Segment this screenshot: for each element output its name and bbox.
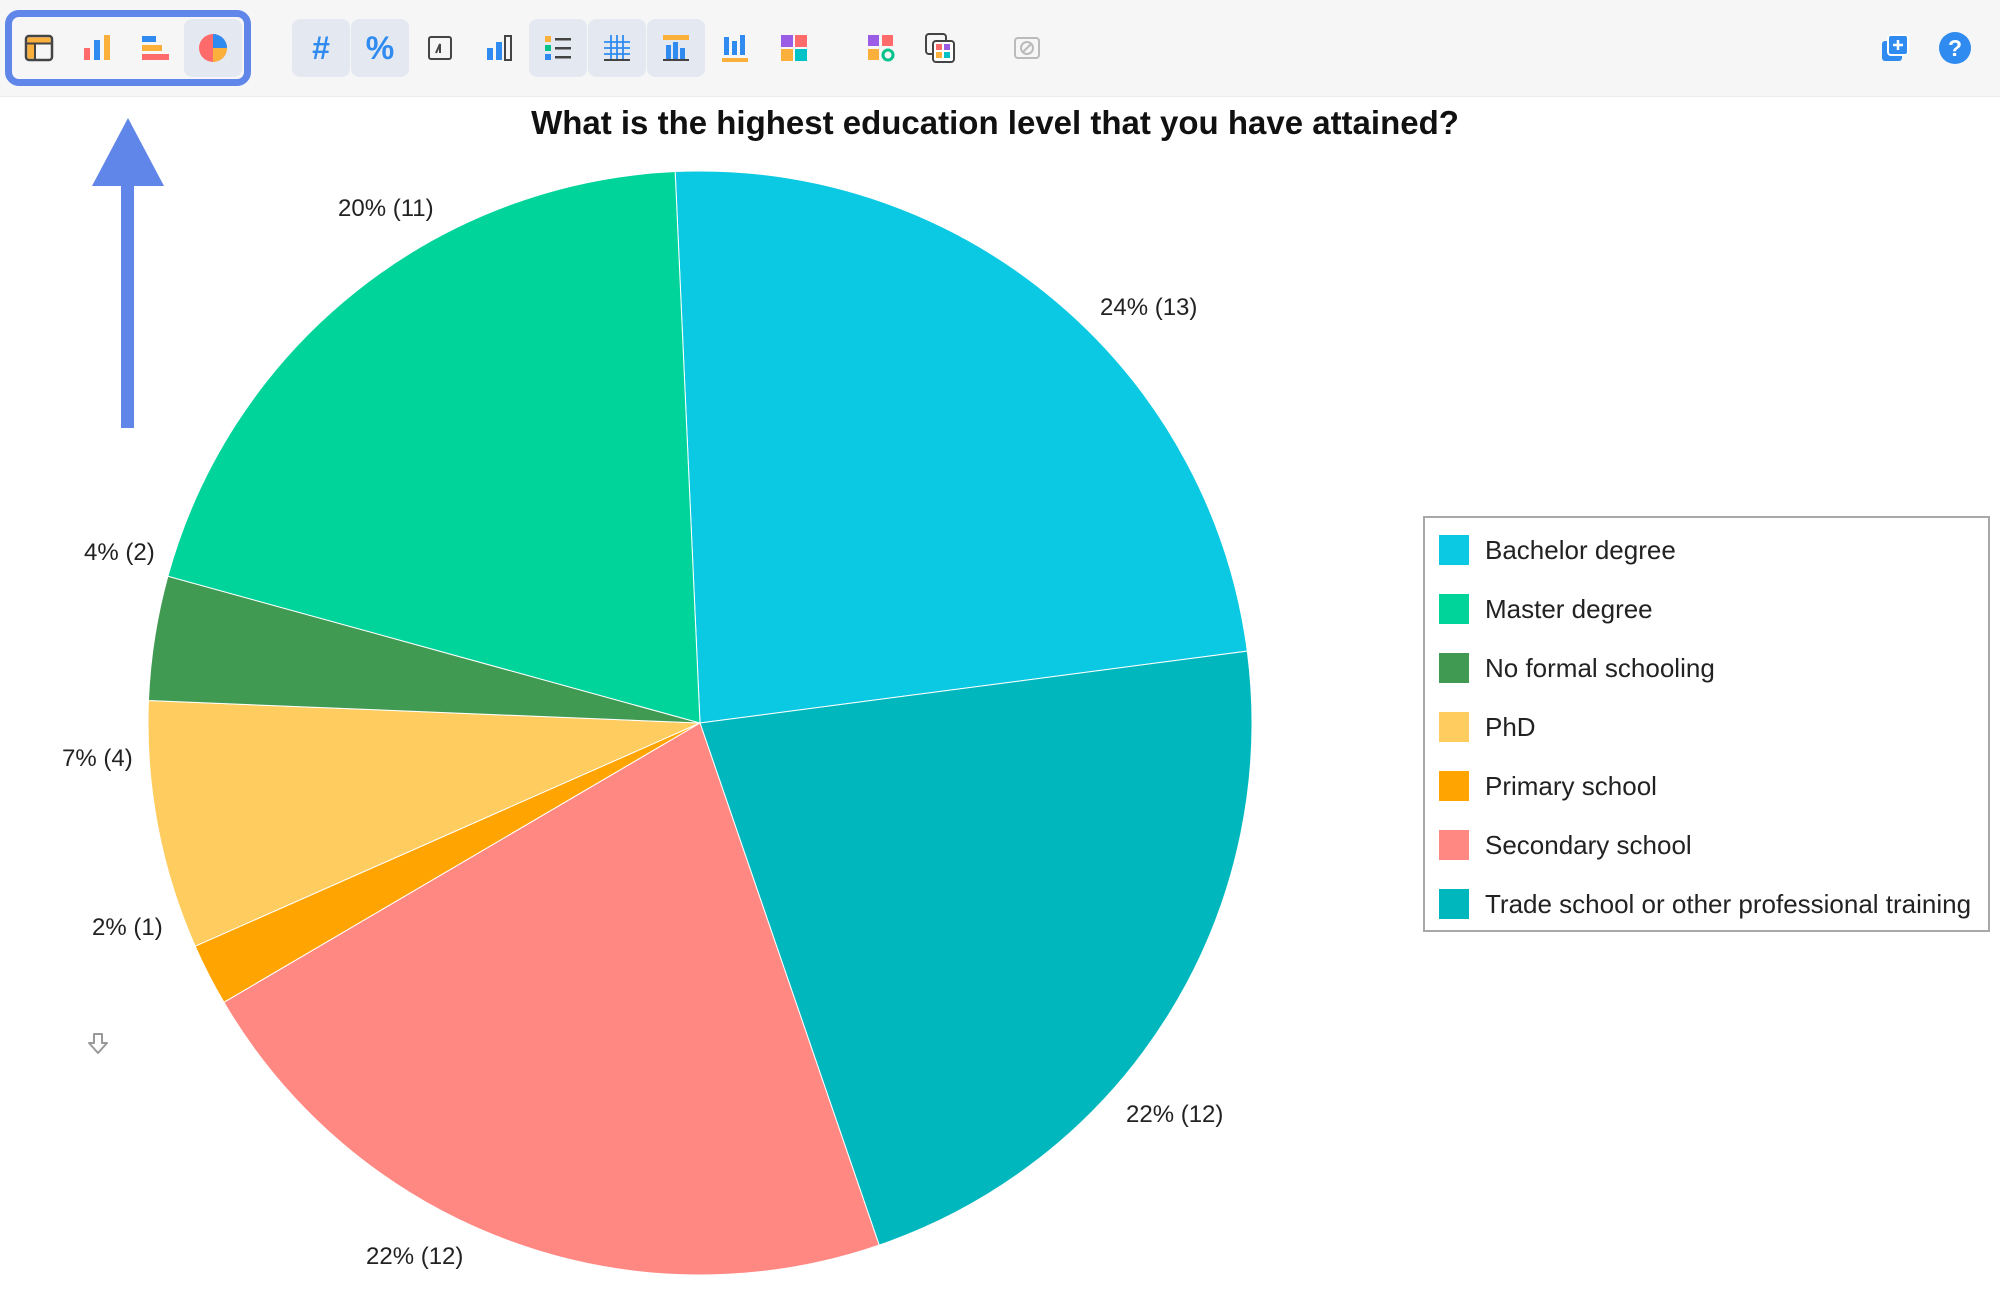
slice-label-primary: 2% (1): [92, 914, 163, 941]
legend-label: Trade school or other professional train…: [1485, 888, 1972, 919]
sort-button[interactable]: [411, 19, 469, 77]
legend-item-trade-school[interactable]: Trade school or other professional train…: [1439, 886, 1971, 922]
highlight-chart-button[interactable]: [647, 19, 705, 77]
pie-slice-bachelor-degree[interactable]: [674, 170, 1248, 724]
legend-label: PhD: [1485, 711, 1536, 742]
column-chart-icon: [84, 35, 110, 60]
slice-label-phd: 7% (4): [62, 745, 133, 772]
pie-slice-primary-school[interactable]: [194, 722, 701, 1003]
slice-label-trade-school: 22% (12): [1126, 1101, 1224, 1128]
color-swatches-button[interactable]: [911, 19, 969, 77]
column-values-icon: [722, 35, 748, 62]
download-button[interactable]: [78, 1024, 118, 1064]
pie-chart-button[interactable]: [184, 19, 242, 77]
legend-swatch: [1439, 771, 1469, 801]
help-button[interactable]: ?: [1926, 19, 1984, 77]
grid-icon: [604, 35, 630, 61]
legend-swatch: [1439, 889, 1469, 919]
legend-item-phd[interactable]: PhD: [1439, 709, 1536, 745]
list-icon: [545, 36, 571, 60]
chart-legend: Bachelor degree Master degree No formal …: [1423, 516, 1990, 932]
count-button-label: #: [312, 29, 330, 66]
pie-slice-no-formal-schooling[interactable]: [147, 575, 701, 724]
pie-slice-phd[interactable]: [147, 700, 701, 947]
bar-chart-icon: [142, 36, 169, 60]
legend-swatch: [1439, 830, 1469, 860]
column-chart-button[interactable]: [68, 19, 126, 77]
legend-label: Primary school: [1485, 770, 1657, 801]
slice-label-no-formal: 4% (2): [84, 539, 155, 566]
highlight-chart-icon: [663, 35, 689, 61]
legend-item-no-formal[interactable]: No formal schooling: [1439, 650, 1715, 686]
up-arrow-annotation: [92, 118, 164, 428]
slice-label-bachelor: 24% (13): [1100, 294, 1198, 321]
chart-title: What is the highest education level that…: [531, 104, 1459, 141]
list-button[interactable]: [529, 19, 587, 77]
legend-label: Bachelor degree: [1485, 534, 1676, 565]
column-stats-button[interactable]: [470, 19, 528, 77]
legend-swatch: [1439, 594, 1469, 624]
pie-chart-icon: [199, 34, 227, 62]
legend-item-master[interactable]: Master degree: [1439, 591, 1653, 627]
pie-slice-secondary-school[interactable]: [223, 722, 880, 1276]
disabled-option-icon: [1014, 37, 1040, 59]
color-palette-button[interactable]: [765, 19, 823, 77]
color-settings-icon: [868, 35, 895, 62]
help-icon: ?: [1939, 32, 1971, 64]
legend-label: Secondary school: [1485, 829, 1692, 860]
color-settings-button[interactable]: [852, 19, 910, 77]
grid-button[interactable]: [588, 19, 646, 77]
percent-button-label: %: [365, 29, 395, 66]
add-copy-icon: [1882, 34, 1909, 61]
color-palette-icon: [781, 35, 807, 61]
table-view-icon: [24, 34, 54, 62]
chart-type-highlight-box: [5, 10, 251, 86]
column-stats-icon: [487, 35, 512, 61]
download-icon: [88, 1033, 108, 1054]
bar-chart-button[interactable]: [126, 19, 184, 77]
legend-item-primary[interactable]: Primary school: [1439, 768, 1657, 804]
legend-swatch: [1439, 653, 1469, 683]
toolbar: # %: [0, 0, 2000, 97]
legend-swatch: [1439, 535, 1469, 565]
pie-slice-trade-school-or-other-professional-training[interactable]: [699, 650, 1253, 1246]
count-button[interactable]: #: [292, 19, 350, 77]
column-values-button[interactable]: [706, 19, 764, 77]
legend-label: No formal schooling: [1485, 652, 1715, 683]
color-swatches-icon: [925, 33, 955, 63]
sort-icon: [428, 36, 452, 60]
arrow-shaft: [121, 184, 134, 428]
legend-label: Master degree: [1485, 593, 1653, 624]
legend-swatch: [1439, 712, 1469, 742]
percent-button[interactable]: %: [351, 19, 409, 77]
table-view-button[interactable]: [10, 19, 68, 77]
legend-item-secondary[interactable]: Secondary school: [1439, 827, 1692, 863]
pie-slice-master-degree[interactable]: [167, 171, 701, 724]
legend-item-bachelor[interactable]: Bachelor degree: [1439, 532, 1676, 568]
slice-label-master: 20% (11): [338, 195, 434, 222]
arrow-head: [92, 118, 164, 186]
disabled-option-button[interactable]: [998, 19, 1056, 77]
slice-label-secondary: 22% (12): [366, 1243, 464, 1270]
add-copy-button[interactable]: [1866, 19, 1924, 77]
